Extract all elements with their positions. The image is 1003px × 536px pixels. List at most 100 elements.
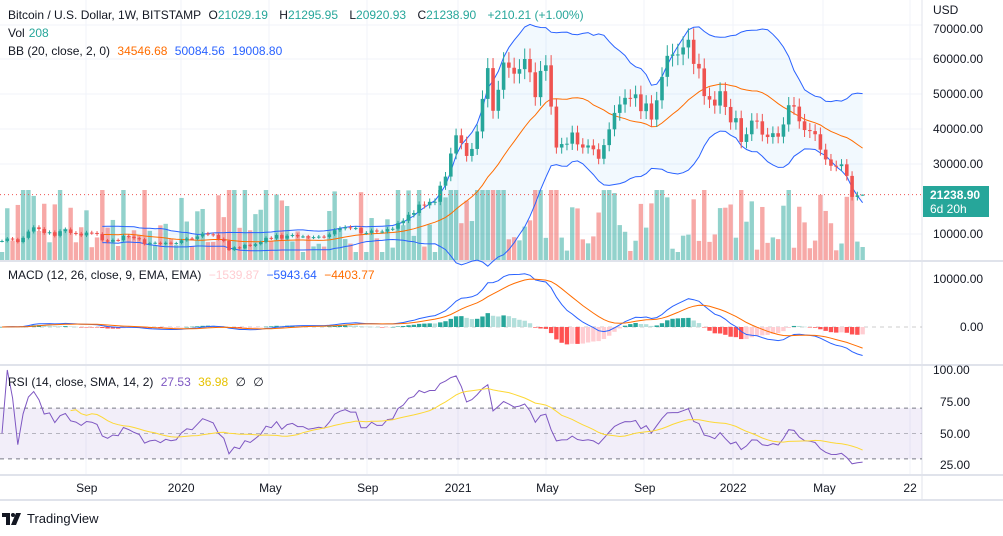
macd-histogram-bar — [84, 327, 89, 328]
candle-body — [507, 62, 511, 68]
candle-body — [517, 69, 522, 74]
macd-histogram-bar — [564, 327, 570, 345]
volume-bar — [311, 246, 316, 260]
candle-body — [243, 244, 247, 249]
currency-label[interactable]: USD — [933, 3, 959, 17]
macd-histogram-bar — [712, 327, 717, 334]
volume-bar — [691, 199, 696, 260]
volume-bar — [818, 194, 823, 260]
candle-body — [654, 100, 659, 120]
candle-body — [280, 235, 284, 239]
macd-histogram-bar — [358, 326, 364, 327]
volume-bar — [791, 247, 797, 260]
candle-body — [105, 240, 110, 242]
volume-bar — [226, 190, 232, 260]
candle-body — [221, 238, 226, 241]
candle-body — [248, 244, 252, 246]
macd-histogram-bar — [321, 326, 327, 328]
candle-body — [100, 234, 105, 241]
candle-body — [845, 164, 849, 176]
candle-body — [681, 47, 685, 55]
volume-bar — [585, 243, 591, 260]
macd-histogram-bar — [295, 325, 300, 327]
volume-bar — [617, 225, 622, 260]
candle-body — [16, 239, 20, 243]
candle-body — [792, 105, 796, 107]
candle-body — [132, 236, 136, 239]
candle-body — [554, 106, 559, 148]
macd-histogram-bar — [179, 327, 184, 328]
volume-bar — [448, 190, 453, 260]
candle-body — [31, 227, 36, 232]
rsi-sma-line — [70, 387, 863, 451]
volume-bar — [168, 238, 174, 260]
candle-body — [749, 120, 754, 135]
volume-bar — [131, 230, 137, 260]
macd-histogram-bar — [533, 327, 538, 328]
volume-bar — [781, 205, 786, 260]
candle-body — [137, 238, 142, 240]
candle-body — [538, 70, 543, 98]
macd-histogram-bar — [659, 323, 665, 327]
macd-histogram-bar — [374, 326, 380, 328]
candle-body — [253, 244, 258, 246]
candle-body — [533, 72, 538, 98]
candle-body — [343, 227, 347, 229]
macd-histogram-bar — [195, 326, 200, 327]
candle-body — [264, 237, 268, 243]
volume-bar — [612, 193, 617, 260]
candle-body — [26, 231, 31, 238]
candle-body — [37, 227, 41, 230]
macd-axis-label: 10000.00 — [933, 272, 984, 286]
volume-bar — [659, 190, 665, 260]
macd-histogram-bar — [200, 325, 205, 327]
volume-bar — [739, 190, 744, 260]
candle-body — [401, 220, 406, 224]
macd-histogram-bar — [628, 324, 633, 327]
macd-histogram-bar — [89, 327, 94, 328]
candle-body — [79, 233, 83, 236]
volume-bar — [828, 223, 834, 260]
candle-body — [195, 236, 200, 239]
macd-histogram-bar — [348, 325, 353, 327]
macd-histogram-bar — [52, 326, 57, 327]
volume-bar — [712, 234, 717, 260]
candle-body — [697, 63, 701, 69]
price-axis-label: 10000.00 — [933, 227, 984, 241]
volume-bar — [374, 238, 380, 260]
volume-bar — [406, 190, 411, 260]
candle-body — [348, 227, 353, 229]
macd-histogram-bar — [612, 327, 617, 332]
volume-bar — [453, 190, 459, 260]
macd-histogram-bar — [464, 317, 469, 327]
macd-histogram-bar — [517, 319, 522, 327]
macd-histogram-bar — [575, 327, 580, 344]
candle-body — [612, 112, 617, 130]
volume-bar — [490, 190, 496, 260]
volume-bar — [643, 227, 649, 260]
macd-histogram-bar — [369, 326, 374, 328]
volume-bar — [543, 237, 549, 260]
macd-histogram-bar — [142, 327, 147, 329]
bar-countdown: 6d 20h — [930, 202, 967, 216]
symbol-title: Bitcoin / U.S. Dollar, 1W, BITSTAMP — [8, 8, 202, 22]
last-price-tag: 21238.90 6d 20h — [923, 186, 989, 217]
candle-body — [496, 89, 501, 111]
macd-histogram-bar — [744, 327, 749, 340]
volume-bar — [0, 252, 5, 260]
macd-histogram-bar — [781, 327, 786, 332]
macd-histogram-bar — [775, 327, 781, 334]
volume-bar — [754, 249, 760, 260]
candle-body — [163, 242, 168, 245]
candle-body — [649, 103, 654, 120]
volume-bar — [812, 240, 818, 260]
volume-bar — [723, 207, 728, 260]
volume-bar — [860, 247, 865, 260]
tradingview-logo[interactable]: TradingView — [2, 511, 99, 526]
candle-body — [53, 232, 57, 236]
macd-histogram-bar — [802, 326, 807, 328]
macd-histogram-bar — [390, 326, 395, 328]
volume-bar — [601, 190, 607, 260]
macd-histogram-bar — [754, 327, 760, 336]
